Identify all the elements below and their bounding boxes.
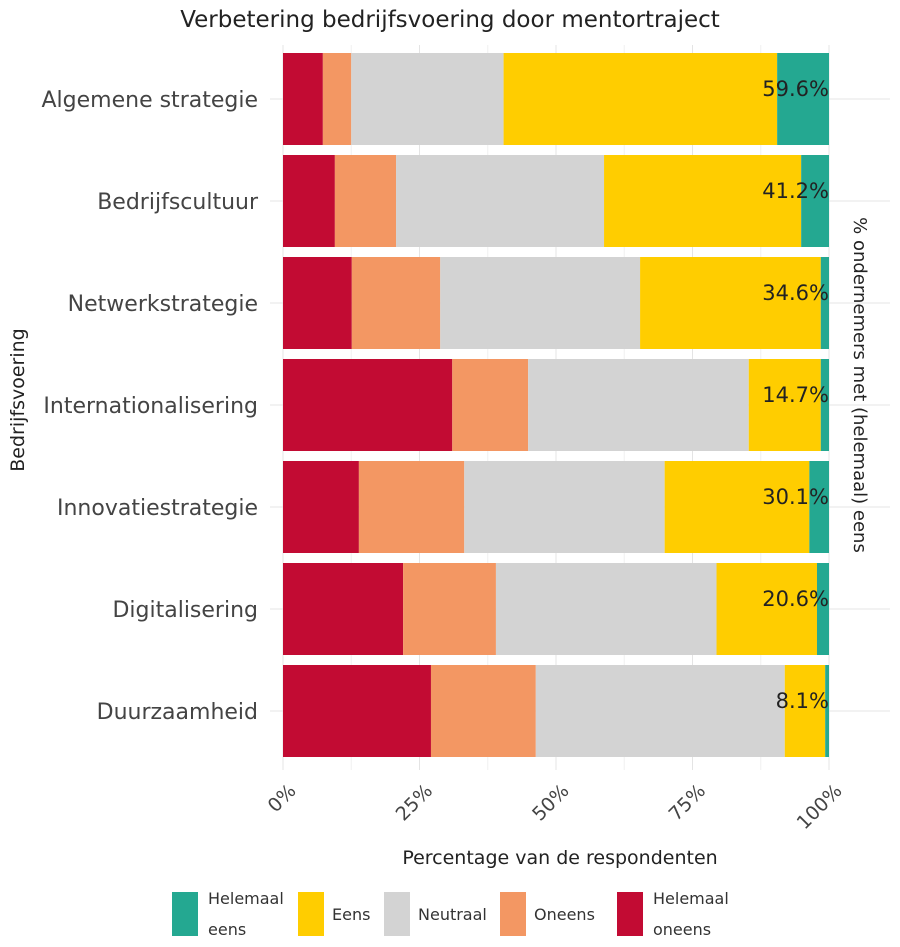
bar-segment — [464, 461, 665, 553]
data-labels: 59.6% 41.2% 34.6% 14.7% 30.1% 20.6% 8.1% — [762, 77, 829, 713]
bar-segment — [495, 563, 717, 655]
x-tick-labels: 0% 25% 50% 75% 100% — [264, 780, 847, 834]
legend-item: Helemaal eens — [172, 889, 284, 939]
y-tick-label: Digitalisering — [112, 598, 258, 623]
bar-segment — [283, 53, 323, 145]
legend-swatch — [617, 892, 643, 936]
data-label: 8.1% — [776, 689, 829, 713]
y-tick-label: Duurzaamheid — [97, 700, 258, 725]
bar-segment — [640, 257, 821, 349]
y-tick-label: Innovatiestrategie — [57, 496, 258, 521]
legend-label: Oneens — [534, 905, 595, 924]
bar-segment — [396, 155, 605, 247]
y-tick-label: Bedrijfscultuur — [97, 190, 259, 215]
bar-segment — [351, 257, 441, 349]
legend-item: Helemaal oneens — [617, 889, 729, 939]
data-label: 14.7% — [762, 383, 829, 407]
x-tick-label: 25% — [392, 780, 437, 825]
bar-segment — [816, 563, 829, 655]
bars — [283, 53, 829, 757]
legend-item: Oneens — [500, 892, 595, 936]
bar-segment — [604, 155, 802, 247]
legend: Helemaal eens Eens Neutraal Oneens Helemaal on… — [172, 889, 729, 939]
data-label: 41.2% — [762, 179, 829, 203]
data-label: 20.6% — [762, 587, 829, 611]
bar-segment — [283, 155, 335, 247]
bar-segment — [358, 461, 465, 553]
x-tick-label: 100% — [793, 780, 847, 834]
bar-segment — [440, 257, 641, 349]
bar-segment — [748, 359, 821, 451]
legend-swatch — [172, 892, 198, 936]
bar-segment — [403, 563, 496, 655]
bar-segment — [283, 359, 453, 451]
legend-swatch — [384, 892, 410, 936]
bar-segment — [283, 461, 359, 553]
legend-label: eens — [208, 920, 246, 939]
bar-segment — [334, 155, 397, 247]
legend-label: Eens — [332, 905, 370, 924]
chart-title: Verbetering bedrijfsvoering door mentort… — [180, 7, 720, 33]
data-label: 59.6% — [762, 77, 829, 101]
bar-segment — [322, 53, 352, 145]
legend-swatch — [298, 892, 324, 936]
bar-segment — [716, 563, 817, 655]
legend-label: Neutraal — [418, 905, 487, 924]
legend-swatch — [500, 892, 526, 936]
bar-segment — [820, 359, 829, 451]
bar-segment — [283, 563, 404, 655]
data-label: 30.1% — [762, 485, 829, 509]
bar-segment — [664, 461, 810, 553]
bar-segment — [535, 665, 785, 757]
legend-label: oneens — [653, 920, 711, 939]
bar-segment — [784, 665, 826, 757]
y-axis-title: Bedrijfsvoering — [7, 328, 29, 472]
y-tick-label: Internationalisering — [43, 394, 258, 419]
x-axis-title: Percentage van de respondenten — [402, 847, 717, 869]
legend-label: Helemaal — [208, 889, 284, 908]
bar-segment — [283, 257, 352, 349]
bar-segment — [452, 359, 529, 451]
y-tick-label: Algemene strategie — [42, 88, 259, 113]
legend-label: Helemaal — [653, 889, 729, 908]
legend-item: Neutraal — [384, 892, 487, 936]
x-tick-label: 75% — [665, 780, 710, 825]
bar-segment — [503, 53, 778, 145]
bar-segment — [430, 665, 536, 757]
bar-segment — [809, 461, 829, 553]
bar-segment — [528, 359, 749, 451]
secondary-axis-title: % ondernemers met (helemaal) eens — [849, 217, 870, 553]
y-tick-labels: Algemene strategie Bedrijfscultuur Netwerk… — [42, 88, 259, 725]
legend-item: Eens — [298, 892, 370, 936]
bar-segment — [351, 53, 504, 145]
bar-segment — [777, 53, 829, 145]
bar-segment — [283, 665, 431, 757]
x-tick-label: 0% — [264, 780, 301, 817]
x-tick-label: 50% — [528, 780, 573, 825]
y-tick-label: Netwerkstrategie — [68, 292, 258, 317]
bar-segment — [825, 665, 829, 757]
bar-segment — [801, 155, 829, 247]
bar-segment — [820, 257, 829, 349]
data-label: 34.6% — [762, 281, 829, 305]
